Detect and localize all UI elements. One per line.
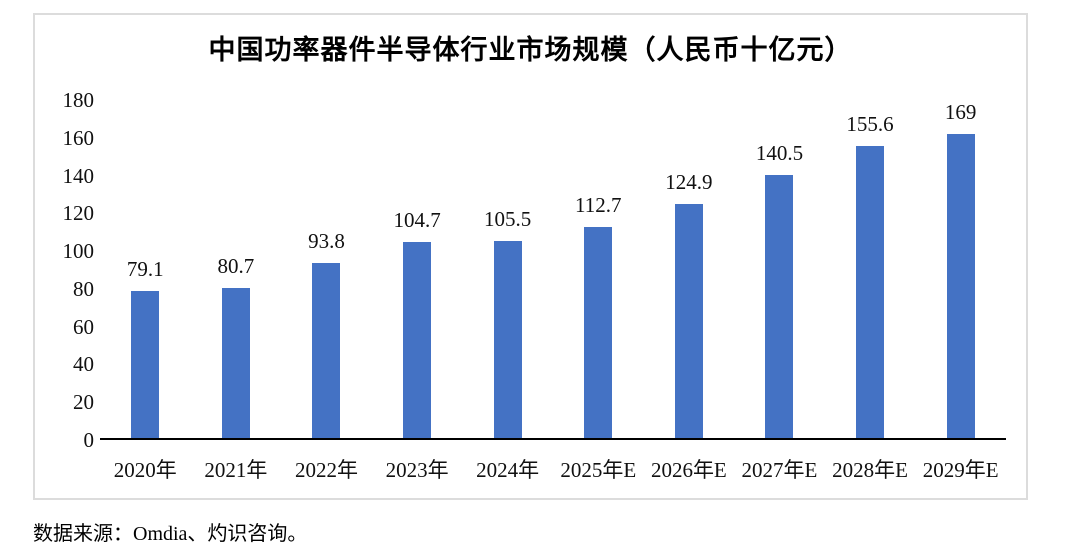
x-tick-label: 2028年E <box>832 458 908 482</box>
y-tick-label: 160 <box>62 125 95 150</box>
bar-slot: 112.7 <box>553 100 644 440</box>
y-tick-label: 120 <box>62 201 95 226</box>
bar-value-label: 80.7 <box>217 253 255 278</box>
x-tick-label: 2024年 <box>476 458 540 482</box>
bar <box>493 240 522 440</box>
x-tick-label: 2026年E <box>650 458 727 482</box>
y-tick-label: 100 <box>62 239 95 264</box>
bar-slot: 79.1 <box>100 100 191 440</box>
bar <box>856 146 885 440</box>
x-axis-labels: 2020年 2021年 2022年 2023年 2024年 2025年E 2026年E 202… <box>100 454 1006 484</box>
bar-slot: 124.9 <box>644 100 735 440</box>
y-tick-label: 40 <box>73 352 94 377</box>
bar-slot: 80.7 <box>191 100 282 440</box>
x-tick-label: 2029年E <box>922 458 999 482</box>
y-tick-label: 80 <box>73 276 94 301</box>
bar-value-label: 112.7 <box>575 193 622 218</box>
x-tick-label: 2020年 <box>113 458 177 482</box>
y-tick-label: 60 <box>73 314 94 339</box>
y-tick-label: 0 <box>83 428 95 452</box>
bar-value-label: 140.5 <box>755 140 804 165</box>
x-axis-line <box>100 438 1006 440</box>
chart-title: 中国功率器件半导体行业市场规模（人民币十亿元） <box>208 35 853 65</box>
bar <box>946 134 975 440</box>
bar-slot: 140.5 <box>734 100 825 440</box>
bar-slot: 93.8 <box>281 100 372 440</box>
x-tick-label: 2023年 <box>385 458 449 482</box>
x-tick-label: 2022年 <box>294 458 358 482</box>
y-tick-label: 20 <box>73 390 94 415</box>
bars-container: 79.1 80.7 93.8 104.7 105.5 112.7 124.9 140.5 155… <box>100 100 1006 440</box>
bar-slot: 104.7 <box>372 100 463 440</box>
bar <box>131 290 160 440</box>
bar <box>765 174 794 440</box>
bar <box>403 242 432 440</box>
bar-value-label: 93.8 <box>308 228 345 253</box>
bar-value-label: 169 <box>944 100 977 124</box>
bar-slot: 169 <box>915 100 1006 440</box>
x-tick-label: 2027年E <box>741 458 818 482</box>
bar-value-label: 79.1 <box>126 256 164 281</box>
x-tick-label: 2025年E <box>560 458 637 482</box>
bar <box>221 287 250 440</box>
bar-value-label: 104.7 <box>393 208 441 233</box>
bar-slot: 105.5 <box>462 100 553 440</box>
y-tick-label: 180 <box>62 88 95 112</box>
bar <box>312 262 341 440</box>
y-tick-label: 140 <box>62 163 95 188</box>
x-tick-label: 2021年 <box>204 458 268 482</box>
source-note: 数据来源：Omdia、灼识咨询。 <box>33 523 308 545</box>
bar-value-label: 105.5 <box>484 206 532 231</box>
bar <box>584 227 613 440</box>
bar-value-label: 124.9 <box>665 170 713 195</box>
bar <box>674 204 703 440</box>
bar-value-label: 155.6 <box>846 112 894 137</box>
bar-slot: 155.6 <box>825 100 916 440</box>
